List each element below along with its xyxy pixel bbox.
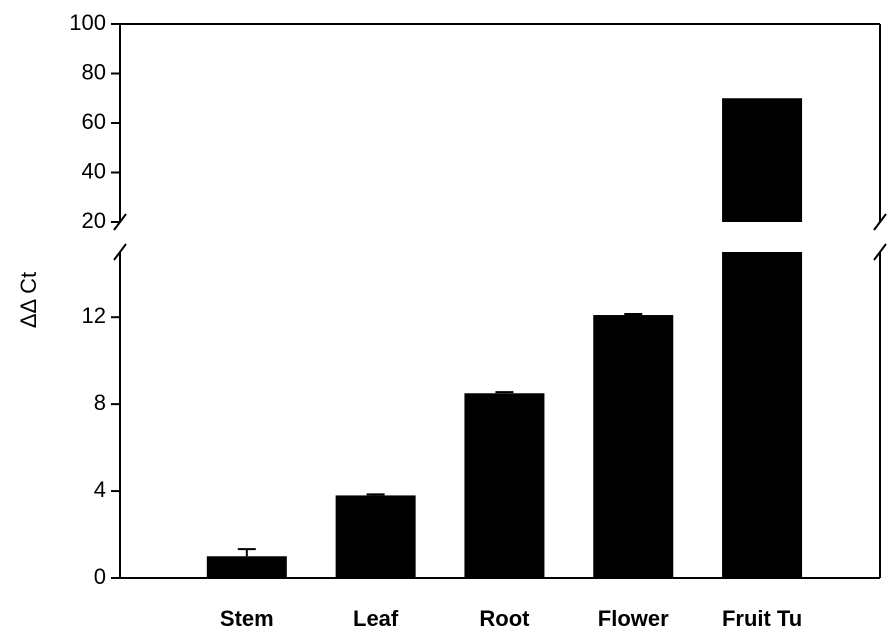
bar (464, 393, 545, 578)
axis-break (113, 243, 127, 261)
y-tick-label: 12 (82, 303, 106, 328)
y-tick-label: 100 (69, 10, 106, 35)
x-tick-label: Fruit Tu (722, 606, 802, 631)
bar (206, 556, 287, 578)
bar (722, 252, 803, 578)
y-tick-label: 80 (82, 59, 106, 84)
x-tick-label: Leaf (353, 606, 399, 631)
y-tick-label: 8 (94, 390, 106, 415)
x-tick-label: Root (479, 606, 530, 631)
bar (593, 315, 674, 578)
bar (722, 98, 803, 222)
y-tick-label: 0 (94, 564, 106, 589)
axis-break (873, 243, 887, 261)
x-tick-label: Stem (220, 606, 274, 631)
y-tick-label: 4 (94, 477, 106, 502)
y-tick-label: 20 (82, 208, 106, 233)
x-tick-label: Flower (598, 606, 669, 631)
y-tick-label: 40 (82, 158, 106, 183)
axis-break (873, 213, 887, 231)
y-tick-label: 60 (82, 109, 106, 134)
y-axis-label: ΔΔ Ct (16, 272, 41, 328)
bar (335, 495, 416, 578)
